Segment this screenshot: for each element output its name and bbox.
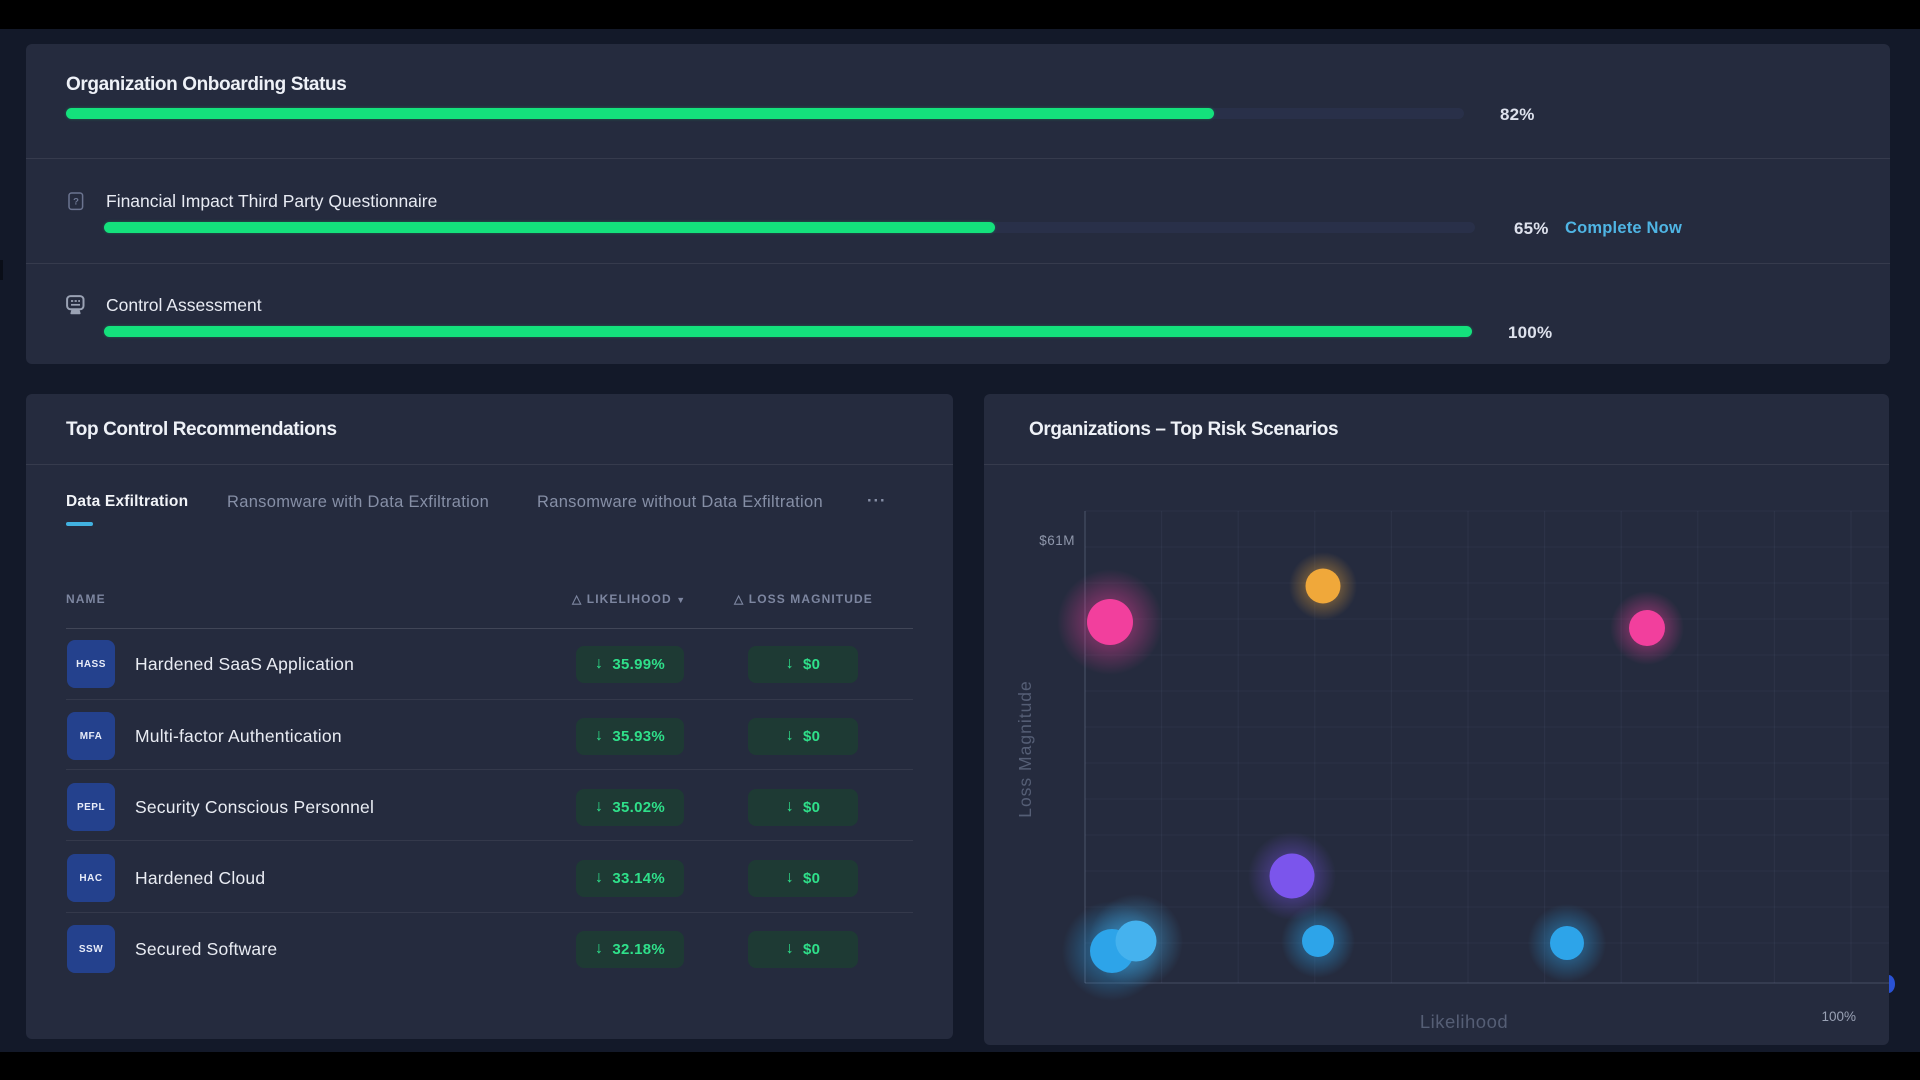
svg-text:100%: 100%: [1821, 1009, 1856, 1024]
svg-text:Likelihood: Likelihood: [1420, 1011, 1508, 1032]
svg-text:?: ?: [73, 197, 79, 208]
svg-text:$61M: $61M: [1039, 533, 1075, 548]
svg-text:Loss Magnitude: Loss Magnitude: [1015, 680, 1035, 818]
